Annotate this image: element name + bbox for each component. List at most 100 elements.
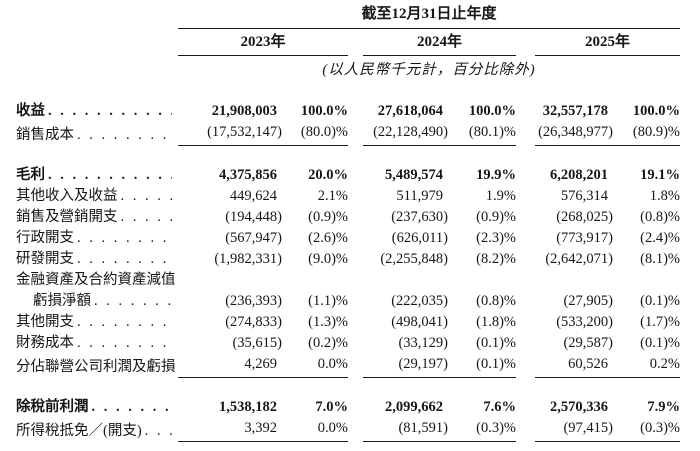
- table-row: 毛利 . . . . . . . . . . . . . . . . . . .…: [0, 165, 680, 186]
- percent-cell: (0.2)%: [308, 335, 348, 351]
- column-gap: [348, 207, 363, 228]
- percent-cell: (1.1)%: [308, 293, 348, 309]
- table-row: 收益 . . . . . . . . . . . . . . . . . . .…: [0, 101, 680, 122]
- percent-cell: [613, 270, 680, 291]
- column-gap: [516, 270, 535, 291]
- percent-cell: 1.9%: [485, 188, 516, 204]
- row-label-cell: 其他開支 . . . . . . . . . . . . . . . . . .…: [0, 312, 178, 333]
- unit-note: (以人民幣千元計，百分比除外): [322, 62, 536, 78]
- percent-cell: (1.3)%: [308, 314, 348, 330]
- table-row: 銷售及營銷開支 . . . . . . . . . . . . . . . . …: [0, 207, 680, 228]
- table-row: 金融資產及合約資產減值: [0, 270, 680, 291]
- percent-cell: (0.1)%: [448, 354, 516, 378]
- row-label: 虧損淨額: [33, 293, 91, 309]
- value-cell: (35,615): [232, 335, 282, 351]
- dot-leader: . . . . . . . . . . . . . . . . . . . . …: [77, 230, 172, 246]
- table-row: 其他收入及收益 . . . . . . . . . . . . . . . . …: [0, 186, 680, 207]
- value-cell: (237,630): [391, 209, 448, 225]
- table-row: 行政開支 . . . . . . . . . . . . . . . . . .…: [0, 228, 680, 249]
- row-label-cell: 銷售及營銷開支 . . . . . . . . . . . . . . . . …: [0, 207, 178, 228]
- percent-cell: (2.6)%: [308, 230, 348, 246]
- spacer-row: [0, 378, 680, 398]
- percent-cell: (0.3)%: [613, 418, 681, 442]
- row-label: 銷售及營銷開支: [16, 209, 118, 225]
- percent-cell: (80.1)%: [448, 122, 516, 146]
- row-label: 分佔聯營公司利潤及虧損: [16, 358, 176, 375]
- percent-cell: 20.0%: [308, 167, 348, 183]
- value-cell: 4,269: [178, 354, 282, 378]
- percent-cell: (9.0)%: [308, 251, 348, 267]
- row-label-cell: 所得稅抵免／(開支) . . . . . . . . . . . . . . .…: [0, 418, 178, 442]
- value-cell: 60,526: [535, 354, 613, 378]
- value-cell: (274,833): [225, 314, 282, 330]
- table-row: 分佔聯營公司利潤及虧損 4,269 0.0% (29,197) (0.1)% 60,526…: [0, 354, 681, 378]
- row-label-cell: 虧損淨額 . . . . . . . . . . . . . . . . . .…: [0, 291, 178, 312]
- percent-cell: [448, 270, 516, 291]
- table-header: 截至12月31日止年度 2023年 2024年 2025年 (以人民幣千元計，百…: [0, 4, 681, 102]
- column-gap: [516, 354, 535, 378]
- value-cell: (626,011): [391, 230, 448, 246]
- row-label: 其他開支: [16, 314, 74, 330]
- percent-cell: (8.2)%: [476, 251, 516, 267]
- year-header-2023: 2023年: [178, 28, 348, 56]
- column-gap: [516, 249, 535, 270]
- value-cell: 4,375,856: [219, 167, 277, 183]
- column-gap: [348, 29, 363, 56]
- spacer: [0, 442, 680, 451]
- dot-leader: . . . . . . . . . . . . . . . . . . . . …: [144, 422, 172, 439]
- spacer-row: [0, 442, 680, 451]
- income-statement-table: 截至12月31日止年度 2023年 2024年 2025年 (以人民幣千元計，百…: [0, 4, 681, 451]
- percent-cell: (80.0)%: [282, 122, 348, 146]
- value-cell: (222,035): [391, 293, 448, 309]
- period-header: 截至12月31日止年度: [178, 4, 681, 29]
- value-cell: 2,570,336: [550, 399, 608, 415]
- value-cell: (567,947): [225, 230, 282, 246]
- value-cell: 5,489,574: [385, 167, 443, 183]
- value-cell: [178, 270, 282, 291]
- column-gap: [516, 312, 535, 333]
- value-cell: (533,200): [556, 314, 613, 330]
- column-gap: [516, 228, 535, 249]
- table-row: 銷售成本 . . . . . . . . . . . . . . . . . .…: [0, 122, 681, 146]
- column-gap: [516, 29, 535, 56]
- row-label-cell: 除稅前利潤 . . . . . . . . . . . . . . . . . …: [0, 397, 178, 418]
- value-cell: 449,624: [229, 188, 277, 204]
- percent-cell: 2.1%: [317, 188, 348, 204]
- percent-cell: (80.9)%: [613, 122, 681, 146]
- value-cell: (29,197): [363, 354, 448, 378]
- value-cell: (27,905): [563, 293, 613, 309]
- value-cell: (1,982,331): [214, 251, 282, 267]
- percent-cell: 19.9%: [476, 167, 516, 183]
- value-cell: (236,393): [225, 293, 282, 309]
- row-label-cell: 其他收入及收益 . . . . . . . . . . . . . . . . …: [0, 186, 178, 207]
- row-label-cell: 財務成本 . . . . . . . . . . . . . . . . . .…: [0, 333, 178, 354]
- value-cell: (773,917): [556, 230, 613, 246]
- value-cell: (97,415): [535, 418, 613, 442]
- row-label-cell: 金融資產及合約資產減值: [0, 270, 178, 291]
- unit-note-row: (以人民幣千元計，百分比除外): [0, 56, 680, 102]
- spacer: [0, 146, 680, 166]
- column-gap: [516, 207, 535, 228]
- row-label: 收益: [16, 103, 45, 119]
- value-cell: (17,532,147): [178, 122, 282, 146]
- column-gap: [516, 186, 535, 207]
- percent-cell: (8.1)%: [640, 251, 681, 267]
- row-label: 毛利: [16, 167, 45, 183]
- spacer: [0, 378, 680, 398]
- percent-cell: 100.0%: [632, 103, 681, 119]
- column-gap: [516, 333, 535, 354]
- dot-leader: . . . . . . . . . . . . . . . . . . . . …: [48, 103, 172, 119]
- dot-leader: . . . . . . . . . . . . . . . . . . . . …: [77, 251, 172, 267]
- column-gap: [516, 122, 535, 146]
- dot-leader: . . . . . . . . . . . . . . . . . . . . …: [120, 188, 173, 204]
- dot-leader: . . . . . . . . . . . . . . . . . . . . …: [77, 126, 172, 143]
- row-label-cell: 毛利 . . . . . . . . . . . . . . . . . . .…: [0, 165, 178, 186]
- percent-cell: 1.8%: [649, 188, 681, 204]
- percent-cell: (0.9)%: [476, 209, 516, 225]
- row-label: 財務成本: [16, 335, 74, 351]
- column-gap: [348, 165, 363, 186]
- percent-cell: (0.8)%: [640, 209, 681, 225]
- percent-cell: (0.1)%: [640, 335, 681, 351]
- value-cell: 1,538,182: [219, 399, 277, 415]
